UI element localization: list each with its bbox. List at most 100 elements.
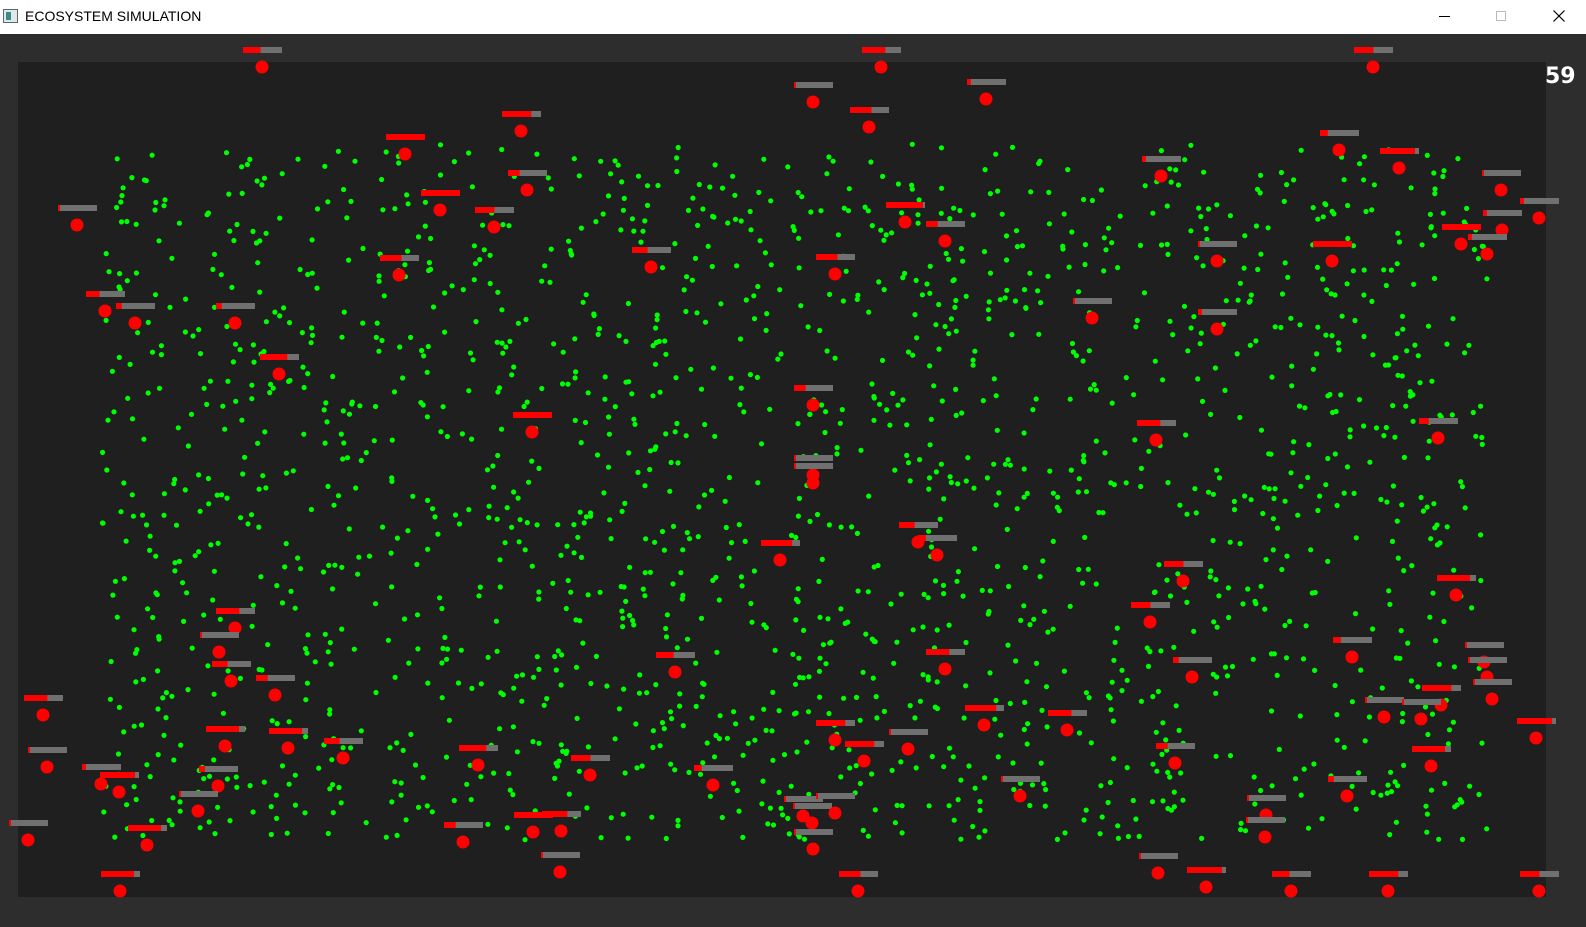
- plant: [379, 176, 385, 183]
- plant: [1350, 268, 1356, 274]
- plant: [1284, 182, 1290, 188]
- plant: [790, 651, 796, 657]
- plant: [279, 171, 285, 177]
- plant: [865, 589, 871, 595]
- plant: [1341, 177, 1347, 183]
- plant: [1033, 660, 1040, 666]
- plant: [1050, 538, 1056, 544]
- plant: [993, 697, 999, 704]
- plant: [1093, 581, 1099, 587]
- maximize-icon: [1496, 11, 1506, 21]
- predator: [1313, 241, 1352, 268]
- plant: [205, 475, 211, 482]
- fps-counter: 59: [1545, 64, 1576, 89]
- plant: [1171, 644, 1177, 650]
- plant: [1081, 459, 1087, 465]
- plant: [1240, 601, 1246, 607]
- plant: [1029, 782, 1036, 788]
- health-bar-track: [541, 852, 580, 858]
- plant: [1471, 246, 1477, 253]
- plant: [430, 304, 437, 310]
- plant: [1392, 355, 1398, 361]
- plant: [129, 416, 136, 422]
- plant: [1323, 482, 1329, 488]
- plant: [1332, 682, 1338, 689]
- plant: [889, 230, 895, 236]
- plant: [1282, 260, 1288, 266]
- maximize-button[interactable]: [1478, 0, 1524, 32]
- plant: [286, 320, 293, 326]
- health-bar-track: [889, 729, 928, 735]
- plant: [446, 717, 452, 723]
- minimize-icon: [1438, 15, 1450, 17]
- plant: [477, 584, 483, 590]
- predator-body: [554, 824, 568, 838]
- plant: [163, 690, 169, 696]
- plant: [574, 715, 580, 722]
- plant: [398, 792, 404, 798]
- plant: [661, 726, 667, 732]
- plant: [560, 748, 566, 754]
- plant: [912, 715, 918, 721]
- plant: [1205, 489, 1212, 495]
- plant: [1425, 731, 1431, 738]
- plant: [1399, 373, 1405, 379]
- plant: [420, 774, 426, 781]
- plant: [1087, 386, 1094, 392]
- plant: [225, 668, 231, 674]
- plant: [1289, 363, 1295, 369]
- plant: [608, 815, 614, 821]
- plant: [324, 419, 330, 425]
- predator: [816, 793, 855, 820]
- plant: [1237, 541, 1243, 547]
- plant: [176, 558, 183, 565]
- plant: [1314, 264, 1321, 270]
- plant: [466, 150, 472, 156]
- plant: [260, 473, 266, 479]
- plant: [795, 513, 802, 519]
- plant: [1315, 507, 1321, 514]
- plant: [215, 540, 221, 546]
- health-bar-fill: [86, 291, 100, 297]
- predator-body: [1424, 759, 1438, 773]
- health-bar-fill: [794, 455, 796, 461]
- plant: [958, 246, 965, 252]
- plant: [616, 333, 622, 339]
- plant: [547, 279, 553, 285]
- minimize-button[interactable]: [1421, 0, 1467, 32]
- plant: [788, 532, 795, 538]
- plant: [722, 498, 728, 504]
- health-bar-fill: [816, 254, 838, 260]
- plant: [933, 322, 939, 328]
- plant: [987, 588, 993, 594]
- plant: [1234, 351, 1240, 357]
- plant: [612, 736, 618, 742]
- predator: [1137, 420, 1176, 447]
- plant: [498, 426, 505, 432]
- plant: [182, 487, 188, 493]
- plant: [255, 440, 261, 446]
- health-bar-track: [1328, 776, 1367, 782]
- close-button[interactable]: [1536, 0, 1582, 32]
- predator-body: [1454, 237, 1468, 251]
- plant: [1347, 434, 1353, 440]
- plant: [577, 509, 583, 515]
- plant: [643, 536, 649, 542]
- health-bar-fill: [1520, 871, 1540, 877]
- health-bar-fill: [200, 632, 202, 638]
- plant: [171, 481, 177, 487]
- plant: [938, 145, 945, 151]
- health-bar-track: [1142, 156, 1181, 162]
- plant: [304, 680, 310, 686]
- health-bar-fill: [206, 726, 240, 732]
- plant: [1396, 239, 1403, 245]
- health-bar-fill: [1437, 575, 1471, 581]
- health-bar-fill: [1247, 795, 1249, 801]
- plant: [580, 299, 586, 305]
- predator-body: [1325, 254, 1339, 268]
- plant: [1395, 555, 1401, 561]
- health-bar-track: [444, 822, 483, 828]
- game-canvas[interactable]: 59: [0, 34, 1586, 927]
- health-bar-fill: [58, 205, 60, 211]
- plant: [805, 709, 812, 715]
